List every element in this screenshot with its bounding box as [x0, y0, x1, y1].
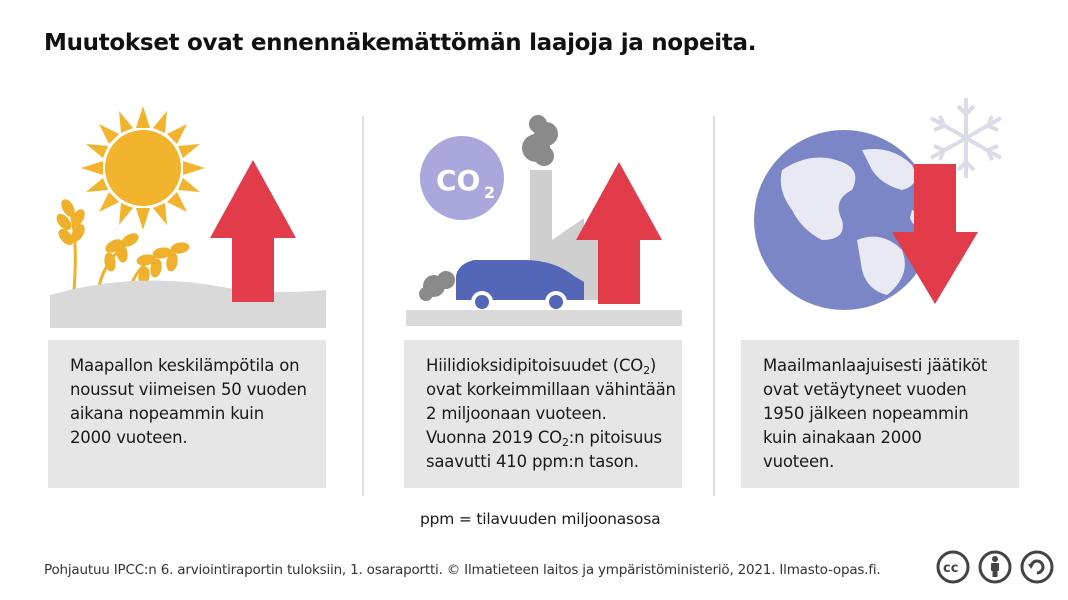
sun-wheat-illustration	[50, 106, 326, 328]
divider-left	[362, 116, 364, 496]
info-line: Maailmanlaajuisesti jäätiköt	[763, 356, 988, 375]
svg-text:2: 2	[484, 183, 495, 202]
info-line: aikana nopeammin kuin	[70, 404, 264, 423]
svg-text:CO: CO	[436, 164, 480, 197]
smoke-icon	[522, 115, 558, 166]
arrow-down-icon	[892, 164, 978, 304]
info-box-glaciers: Maailmanlaajuisesti jäätiköt ovat vetäyt…	[741, 340, 1019, 488]
co2-factory-car-illustration: CO 2	[406, 115, 682, 326]
info-box-co2: Hiilidioksidipitoisuudet (CO2) ovat kork…	[404, 340, 682, 488]
info-line: vuoteen.	[763, 452, 835, 471]
divider-right	[713, 116, 715, 496]
arrow-up-icon	[576, 162, 662, 304]
info-line: Vuonna 2019 CO2:n pitoisuus	[426, 428, 662, 449]
page-title: Muutokset ovat ennennäkemättömän laajoja…	[44, 30, 757, 56]
car-icon	[456, 260, 584, 313]
co2-badge-icon: CO 2	[420, 136, 504, 220]
info-line: 1950 jälkeen nopeammin	[763, 404, 969, 423]
wheat-icon	[56, 199, 190, 296]
info-line: 2 miljoonaan vuoteen.	[426, 404, 607, 423]
info-box-temperature: Maapallon keskilämpötila on noussut viim…	[48, 340, 326, 488]
info-line: 2000 vuoteen.	[70, 428, 188, 447]
info-line: ovat vetäytyneet vuoden	[763, 380, 967, 399]
hill	[50, 280, 326, 328]
cc-icon[interactable]: cc	[935, 549, 971, 585]
info-line: Maapallon keskilämpötila on	[70, 356, 300, 375]
svg-text:cc: cc	[943, 561, 958, 576]
exhaust-icon	[419, 271, 455, 301]
globe-icon	[754, 130, 934, 310]
info-line: kuin ainakaan 2000	[763, 428, 922, 447]
road	[406, 310, 682, 326]
info-line: Hiilidioksidipitoisuudet (CO2)	[426, 356, 657, 377]
attribution-icon[interactable]	[977, 549, 1013, 585]
arrow-up-icon	[210, 160, 296, 302]
info-line: saavutti 410 ppm:n tason.	[426, 452, 639, 471]
license-icons: cc	[935, 549, 1055, 585]
info-line: noussut viimeisen 50 vuoden	[70, 380, 307, 399]
snowflake-icon	[930, 98, 1002, 178]
info-line: ovat korkeimmillaan vähintään	[426, 380, 676, 399]
share-alike-icon[interactable]	[1019, 549, 1055, 585]
source-footer: Pohjautuu IPCC:n 6. arviointiraportin tu…	[44, 562, 881, 578]
ppm-note: ppm = tilavuuden miljoonasosa	[420, 510, 661, 528]
sun-icon	[81, 106, 205, 230]
globe-snowflake-illustration	[754, 98, 1002, 310]
